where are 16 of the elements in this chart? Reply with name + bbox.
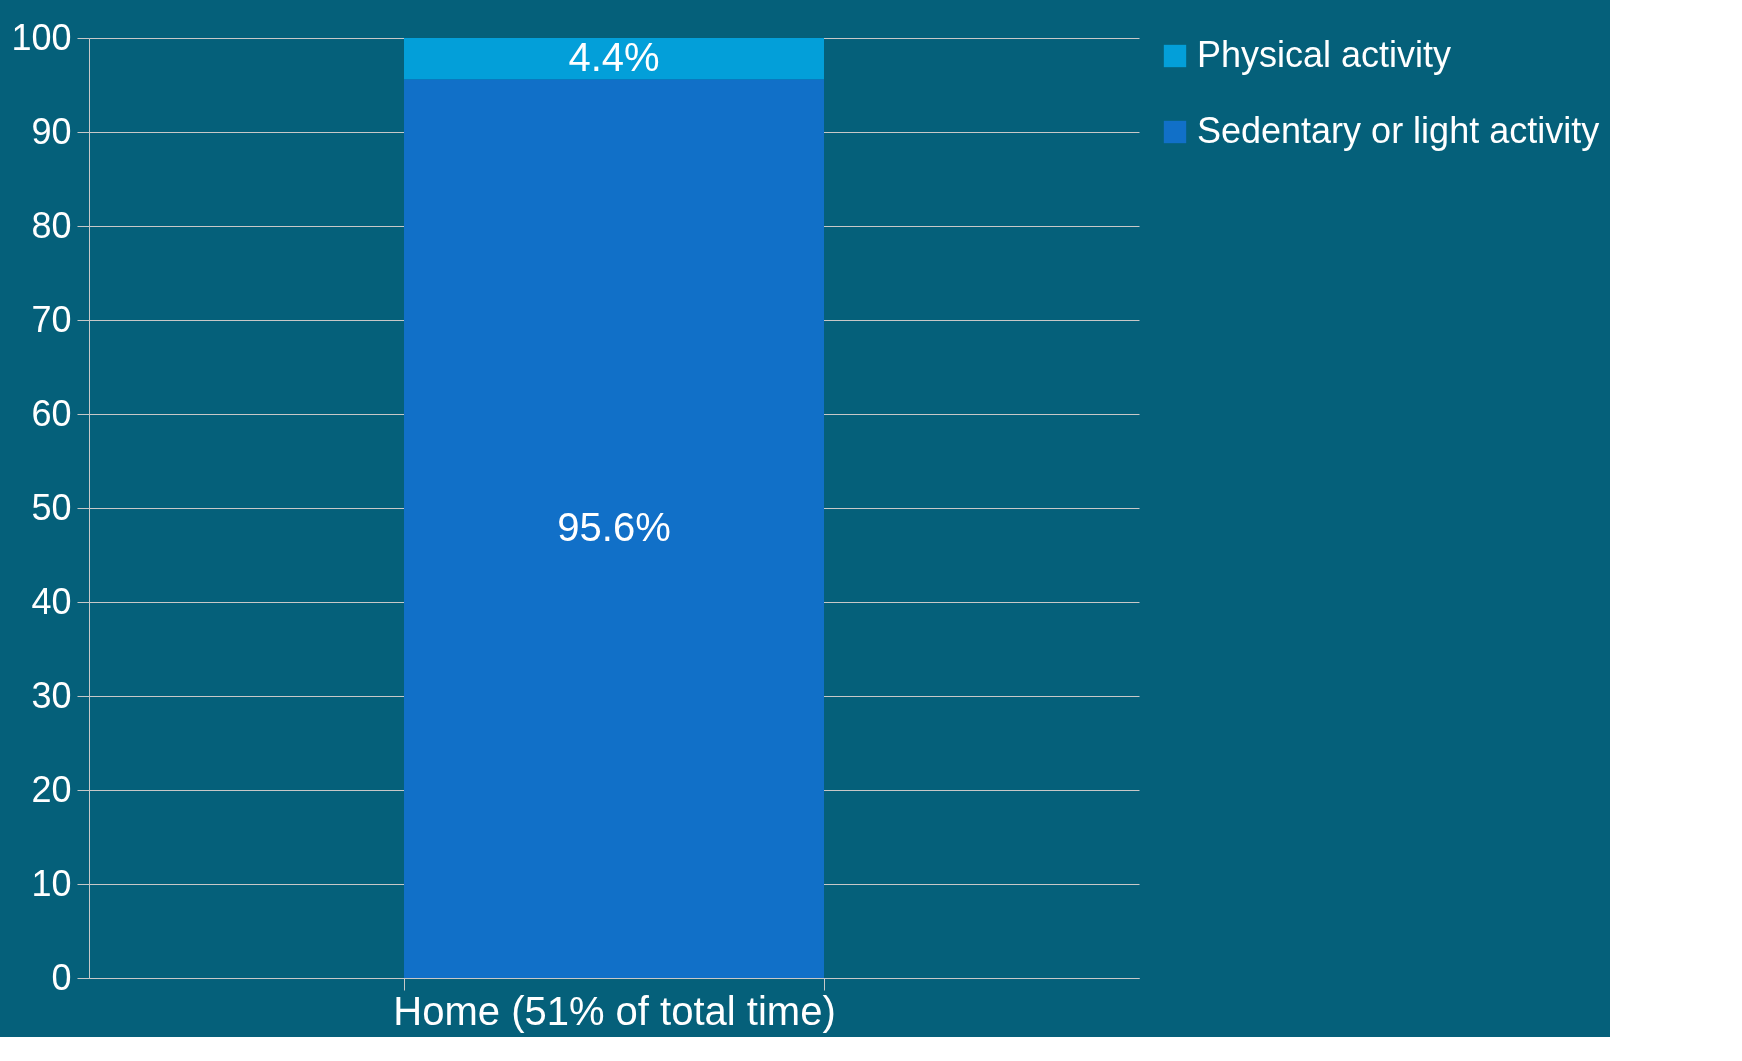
y-tick-label: 0: [51, 956, 72, 998]
y-tick-label: 20: [31, 768, 72, 810]
legend-label: Physical activity: [1197, 34, 1452, 75]
y-tick-label: 70: [31, 298, 72, 340]
y-tick-label: 10: [31, 862, 72, 904]
data-label: 95.6%: [557, 504, 671, 549]
y-tick-label: 30: [31, 674, 72, 716]
y-tick-label: 60: [31, 392, 72, 434]
x-tick-label: Home (51% of total time): [393, 988, 836, 1033]
y-tick-label: 80: [31, 204, 72, 246]
data-label: 4.4%: [568, 34, 660, 79]
legend-label: Sedentary or light activity: [1197, 110, 1600, 151]
y-tick-label: 90: [31, 110, 72, 152]
y-tick-label: 50: [31, 486, 72, 528]
y-tick-label: 40: [31, 580, 72, 622]
y-tick-label: 100: [11, 16, 72, 58]
